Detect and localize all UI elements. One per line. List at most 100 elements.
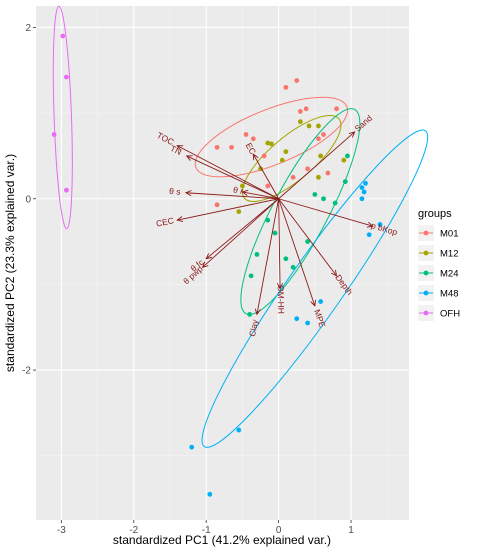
point-m12 (316, 123, 321, 129)
loading-arrow (278, 198, 281, 289)
loading-arrowhead (254, 308, 261, 316)
x-tick-label: 1 (348, 525, 354, 536)
loading-label: OM-HH (276, 285, 286, 314)
point-m24 (248, 273, 254, 279)
point-m12 (318, 153, 324, 159)
point-m48 (294, 316, 300, 322)
point-m01 (243, 132, 249, 137)
point-m48 (236, 427, 242, 433)
point-m01 (305, 166, 311, 172)
y-axis-title: standardized PC2 (23.3% explained var.) (3, 154, 17, 372)
point-m01 (334, 106, 339, 112)
ellipse-m48 (201, 129, 429, 448)
loading-arrow (252, 153, 280, 199)
loading-label: TN (169, 143, 184, 157)
point-m24 (332, 200, 338, 206)
point-m24 (342, 179, 348, 185)
x-tick-label: -2 (129, 525, 138, 536)
point-m24 (345, 153, 350, 159)
y-tick-label: -2 (22, 366, 31, 377)
legend-title: groups (418, 208, 452, 220)
legend-label-m01: M01 (440, 229, 458, 240)
point-m01 (290, 174, 296, 180)
loading-arrow (278, 198, 337, 277)
point-m48 (189, 444, 195, 450)
legend-label-m48: M48 (440, 289, 458, 300)
point-m48 (366, 232, 372, 238)
point-m12 (268, 141, 274, 147)
loading-arrow (205, 198, 279, 260)
point-m48 (359, 196, 365, 202)
point-m24 (272, 230, 278, 236)
x-tick-label: -1 (202, 525, 211, 536)
loading-arrow (177, 145, 279, 200)
legend-point (423, 310, 429, 316)
loading-arrowhead (331, 269, 338, 277)
point-m01 (214, 202, 220, 208)
point-m01 (250, 136, 256, 142)
x-tick-label: 0 (276, 525, 282, 536)
ticks: -3 -2 -1 0 1 -2 0 2 (22, 23, 354, 536)
point-m48 (207, 491, 213, 497)
loading-arrow (242, 191, 279, 200)
point-m24 (305, 239, 311, 244)
point-m12 (341, 157, 347, 163)
loading-arrow (278, 198, 373, 227)
loading-arrowhead (276, 283, 284, 290)
point-m01 (297, 108, 303, 114)
loading-arrowhead (201, 261, 209, 268)
legend: groups M01 M12 M24 M48 OFH (418, 208, 460, 321)
point-ofh (64, 74, 69, 80)
loading-arrow (202, 198, 279, 268)
point-m12 (283, 149, 289, 155)
point-m24 (312, 192, 318, 197)
ellipses (52, 5, 429, 448)
point-ofh (60, 33, 66, 39)
point-m01 (283, 84, 289, 90)
ellipse-m01 (194, 96, 349, 178)
point-m48 (361, 189, 367, 195)
legend-point (423, 230, 429, 236)
loading-label: θ r (232, 185, 244, 197)
loading-arrow (278, 198, 316, 306)
loading-arrow (256, 198, 280, 315)
grid (36, 6, 409, 520)
loading-arrow (185, 192, 279, 200)
legend-label-m24: M24 (440, 269, 458, 280)
loading-arrowhead (176, 216, 184, 223)
point-m12 (306, 123, 312, 129)
point-m24 (265, 217, 271, 223)
loading-arrowhead (185, 155, 193, 161)
loading-arrowhead (366, 221, 374, 228)
loading-arrowhead (252, 153, 259, 161)
point-m01 (294, 78, 300, 83)
point-m24 (321, 196, 326, 202)
point-m24 (290, 264, 296, 270)
point-m12 (240, 183, 245, 189)
loading-label: Clay (247, 318, 260, 337)
point-m01 (214, 144, 220, 150)
loading-arrow (278, 131, 355, 200)
legend-point (423, 250, 429, 256)
point-m12 (279, 157, 285, 163)
legend-point (423, 270, 429, 276)
loading-arrowhead (205, 253, 213, 260)
ellipse-ofh (52, 5, 73, 230)
loading-label: θ s (169, 186, 181, 197)
point-m01 (325, 170, 331, 176)
loading-arrow (186, 155, 279, 200)
point-m12 (297, 119, 303, 125)
point-m01 (265, 183, 271, 189)
x-axis-title: standardized PC1 (41.2% explained var.) (113, 533, 331, 547)
point-m12 (265, 140, 271, 146)
loading-arrowhead (241, 189, 249, 196)
point-m01 (316, 136, 321, 142)
loading-arrowhead (348, 131, 356, 138)
loading-label: CEC (155, 215, 175, 228)
point-m48 (305, 320, 311, 326)
y-tick-label: 0 (25, 194, 31, 205)
loading-arrowhead (310, 299, 317, 307)
loading-arrowhead (184, 190, 192, 197)
legend-label-m12: M12 (440, 249, 458, 260)
